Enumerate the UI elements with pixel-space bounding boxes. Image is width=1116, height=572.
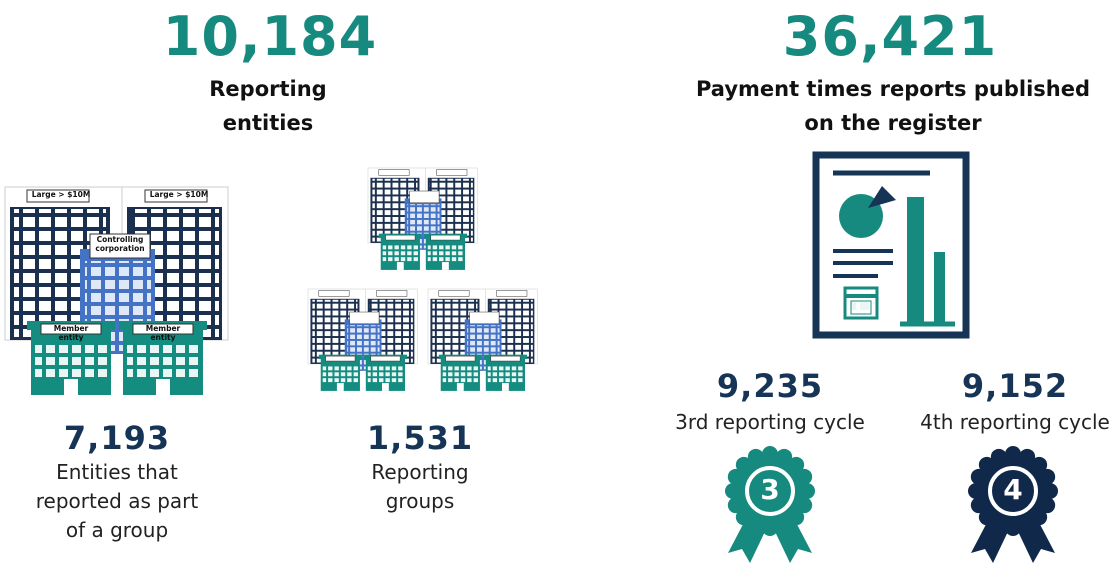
group-icon bbox=[368, 168, 477, 270]
breakdown-label: Entities that reported as part of a grou… bbox=[27, 458, 207, 545]
badge-shape bbox=[762, 520, 778, 536]
badge-shape bbox=[971, 497, 987, 513]
badge-shape bbox=[728, 497, 744, 513]
badge-shape bbox=[1019, 517, 1035, 533]
reports-total: 36,421 bbox=[783, 10, 997, 64]
breakdown-value: 7,193 bbox=[64, 422, 170, 454]
member-label: Member entity bbox=[132, 324, 194, 342]
badge-shape bbox=[968, 483, 984, 499]
group-icon bbox=[308, 289, 417, 391]
cycle-value: 9,152 bbox=[962, 370, 1068, 402]
badge-shape bbox=[748, 449, 764, 465]
corporation-label: Controlling corporation bbox=[90, 235, 150, 253]
cycle-label: 4th reporting cycle bbox=[920, 408, 1110, 437]
badge-shape bbox=[796, 469, 812, 485]
cycle-label: 3rd reporting cycle bbox=[675, 408, 865, 437]
entities-label: Reporting entities bbox=[188, 72, 348, 140]
breakdown-label: Reporting groups bbox=[365, 458, 475, 516]
breakdown-value: 1,531 bbox=[367, 422, 473, 454]
badge-shape bbox=[1005, 520, 1021, 536]
reports-label: Payment times reports published on the r… bbox=[683, 72, 1103, 140]
group-icon bbox=[428, 289, 537, 391]
page: {"reporting_entities": {"total": "10,184… bbox=[0, 0, 1116, 572]
badge-shape bbox=[991, 449, 1007, 465]
tower-label: Large > $10M bbox=[148, 190, 210, 199]
badge-shape bbox=[762, 446, 778, 462]
badge-shape bbox=[1039, 469, 1055, 485]
entities-total: 10,184 bbox=[163, 10, 377, 64]
tower-label: Large > $10M bbox=[30, 190, 92, 199]
entities-illustration bbox=[5, 187, 228, 395]
badge-number: 4 bbox=[1003, 476, 1022, 504]
badge-shape bbox=[1005, 446, 1021, 462]
cycle-value: 9,235 bbox=[717, 370, 823, 402]
badge-shape bbox=[799, 483, 815, 499]
badge-shape bbox=[776, 517, 792, 533]
report-icon bbox=[816, 155, 966, 335]
badge-shape bbox=[725, 483, 741, 499]
badge-shape bbox=[1042, 483, 1058, 499]
badge-number: 3 bbox=[760, 476, 779, 504]
member-label: Member entity bbox=[40, 324, 102, 342]
